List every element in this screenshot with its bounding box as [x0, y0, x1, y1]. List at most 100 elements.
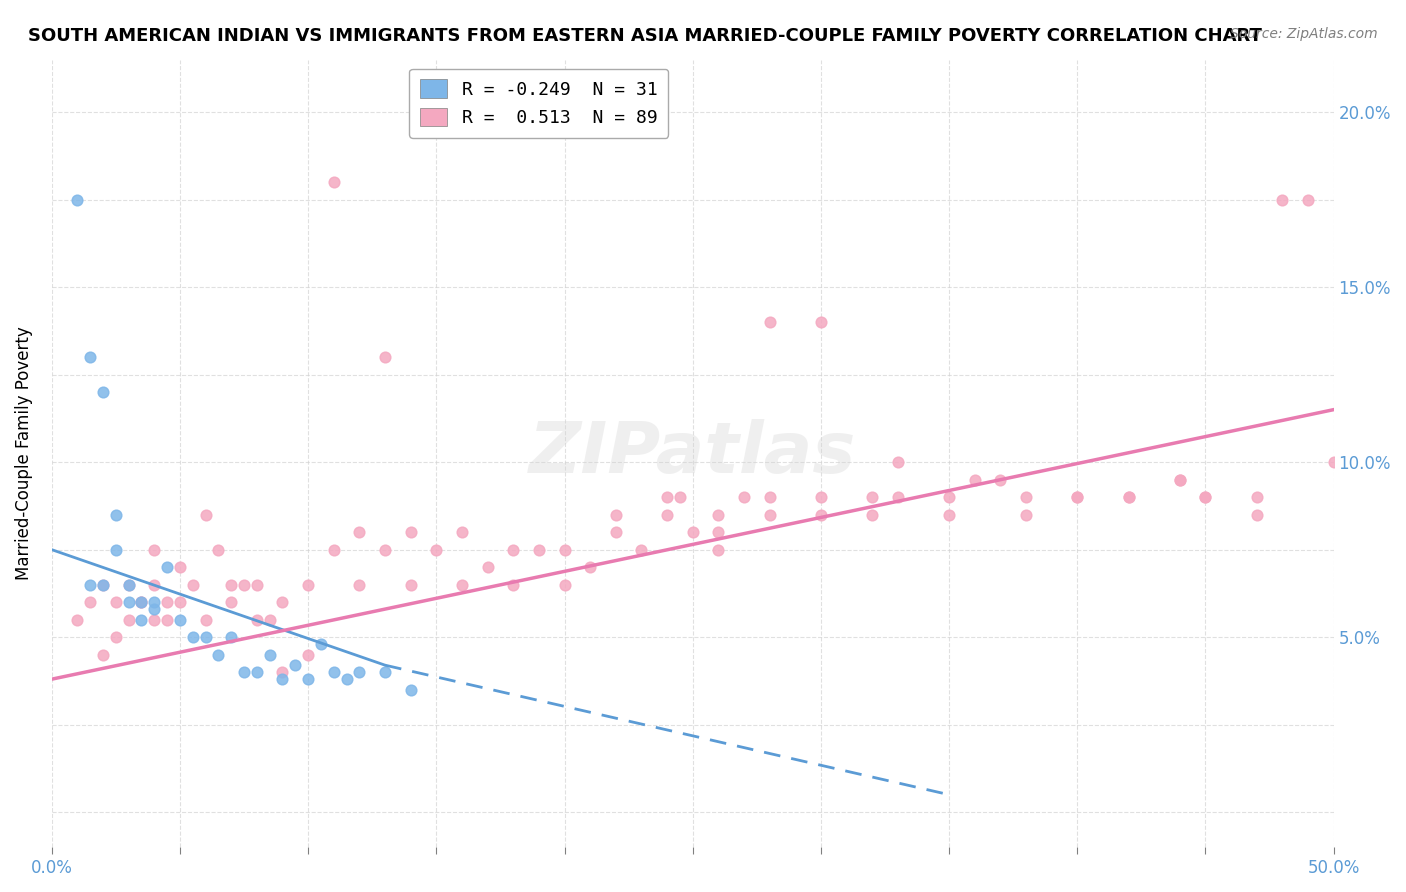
Point — [131, 613, 153, 627]
Point — [1015, 508, 1038, 522]
Point — [271, 672, 294, 686]
Point — [66, 193, 89, 207]
Point — [104, 508, 127, 522]
Point — [1296, 193, 1319, 207]
Point — [194, 630, 217, 644]
Point — [104, 542, 127, 557]
Text: ZIPatlas: ZIPatlas — [529, 419, 856, 488]
Point — [181, 630, 204, 644]
Point — [425, 542, 447, 557]
Point — [219, 630, 242, 644]
Point — [233, 577, 256, 591]
Point — [1194, 490, 1216, 504]
Point — [246, 613, 269, 627]
Point — [1194, 490, 1216, 504]
Point — [91, 648, 114, 662]
Point — [553, 577, 575, 591]
Point — [79, 577, 101, 591]
Point — [349, 525, 371, 540]
Point — [322, 665, 344, 680]
Point — [758, 315, 780, 329]
Point — [860, 490, 883, 504]
Point — [707, 542, 730, 557]
Point — [194, 613, 217, 627]
Point — [733, 490, 755, 504]
Text: Source: ZipAtlas.com: Source: ZipAtlas.com — [1230, 27, 1378, 41]
Point — [963, 473, 986, 487]
Point — [399, 682, 422, 697]
Point — [259, 648, 281, 662]
Point — [399, 525, 422, 540]
Point — [682, 525, 704, 540]
Point — [887, 455, 910, 469]
Point — [707, 525, 730, 540]
Point — [169, 595, 191, 609]
Point — [271, 665, 294, 680]
Point — [79, 595, 101, 609]
Point — [655, 490, 678, 504]
Point — [451, 525, 474, 540]
Point — [156, 560, 179, 574]
Point — [271, 595, 294, 609]
Point — [1066, 490, 1088, 504]
Point — [655, 508, 678, 522]
Point — [502, 577, 524, 591]
Point — [1323, 455, 1346, 469]
Point — [66, 613, 89, 627]
Point — [374, 542, 396, 557]
Y-axis label: Married-Couple Family Poverty: Married-Couple Family Poverty — [15, 326, 32, 581]
Point — [143, 577, 166, 591]
Point — [219, 577, 242, 591]
Point — [156, 613, 179, 627]
Point — [938, 508, 960, 522]
Point — [91, 577, 114, 591]
Point — [336, 672, 359, 686]
Point — [143, 542, 166, 557]
Point — [938, 490, 960, 504]
Point — [1066, 490, 1088, 504]
Point — [1246, 508, 1268, 522]
Point — [810, 508, 832, 522]
Point — [143, 595, 166, 609]
Point — [527, 542, 550, 557]
Point — [156, 595, 179, 609]
Point — [349, 577, 371, 591]
Point — [758, 508, 780, 522]
Point — [131, 595, 153, 609]
Point — [246, 577, 269, 591]
Point — [322, 542, 344, 557]
Point — [810, 315, 832, 329]
Point — [1271, 193, 1294, 207]
Point — [91, 385, 114, 400]
Point — [169, 560, 191, 574]
Point — [131, 595, 153, 609]
Point — [605, 525, 627, 540]
Point — [219, 595, 242, 609]
Point — [669, 490, 692, 504]
Point — [374, 350, 396, 364]
Point — [259, 613, 281, 627]
Point — [451, 577, 474, 591]
Point — [1168, 473, 1191, 487]
Legend: R = -0.249  N = 31, R =  0.513  N = 89: R = -0.249 N = 31, R = 0.513 N = 89 — [409, 69, 668, 138]
Point — [297, 648, 319, 662]
Point — [399, 577, 422, 591]
Point — [553, 542, 575, 557]
Point — [887, 490, 910, 504]
Point — [322, 175, 344, 189]
Point — [810, 490, 832, 504]
Point — [143, 613, 166, 627]
Point — [297, 672, 319, 686]
Point — [1118, 490, 1140, 504]
Point — [118, 577, 141, 591]
Point — [118, 577, 141, 591]
Point — [246, 665, 269, 680]
Point — [988, 473, 1011, 487]
Point — [860, 508, 883, 522]
Point — [118, 613, 141, 627]
Point — [169, 613, 191, 627]
Point — [1118, 490, 1140, 504]
Point — [630, 542, 652, 557]
Point — [477, 560, 499, 574]
Point — [579, 560, 602, 574]
